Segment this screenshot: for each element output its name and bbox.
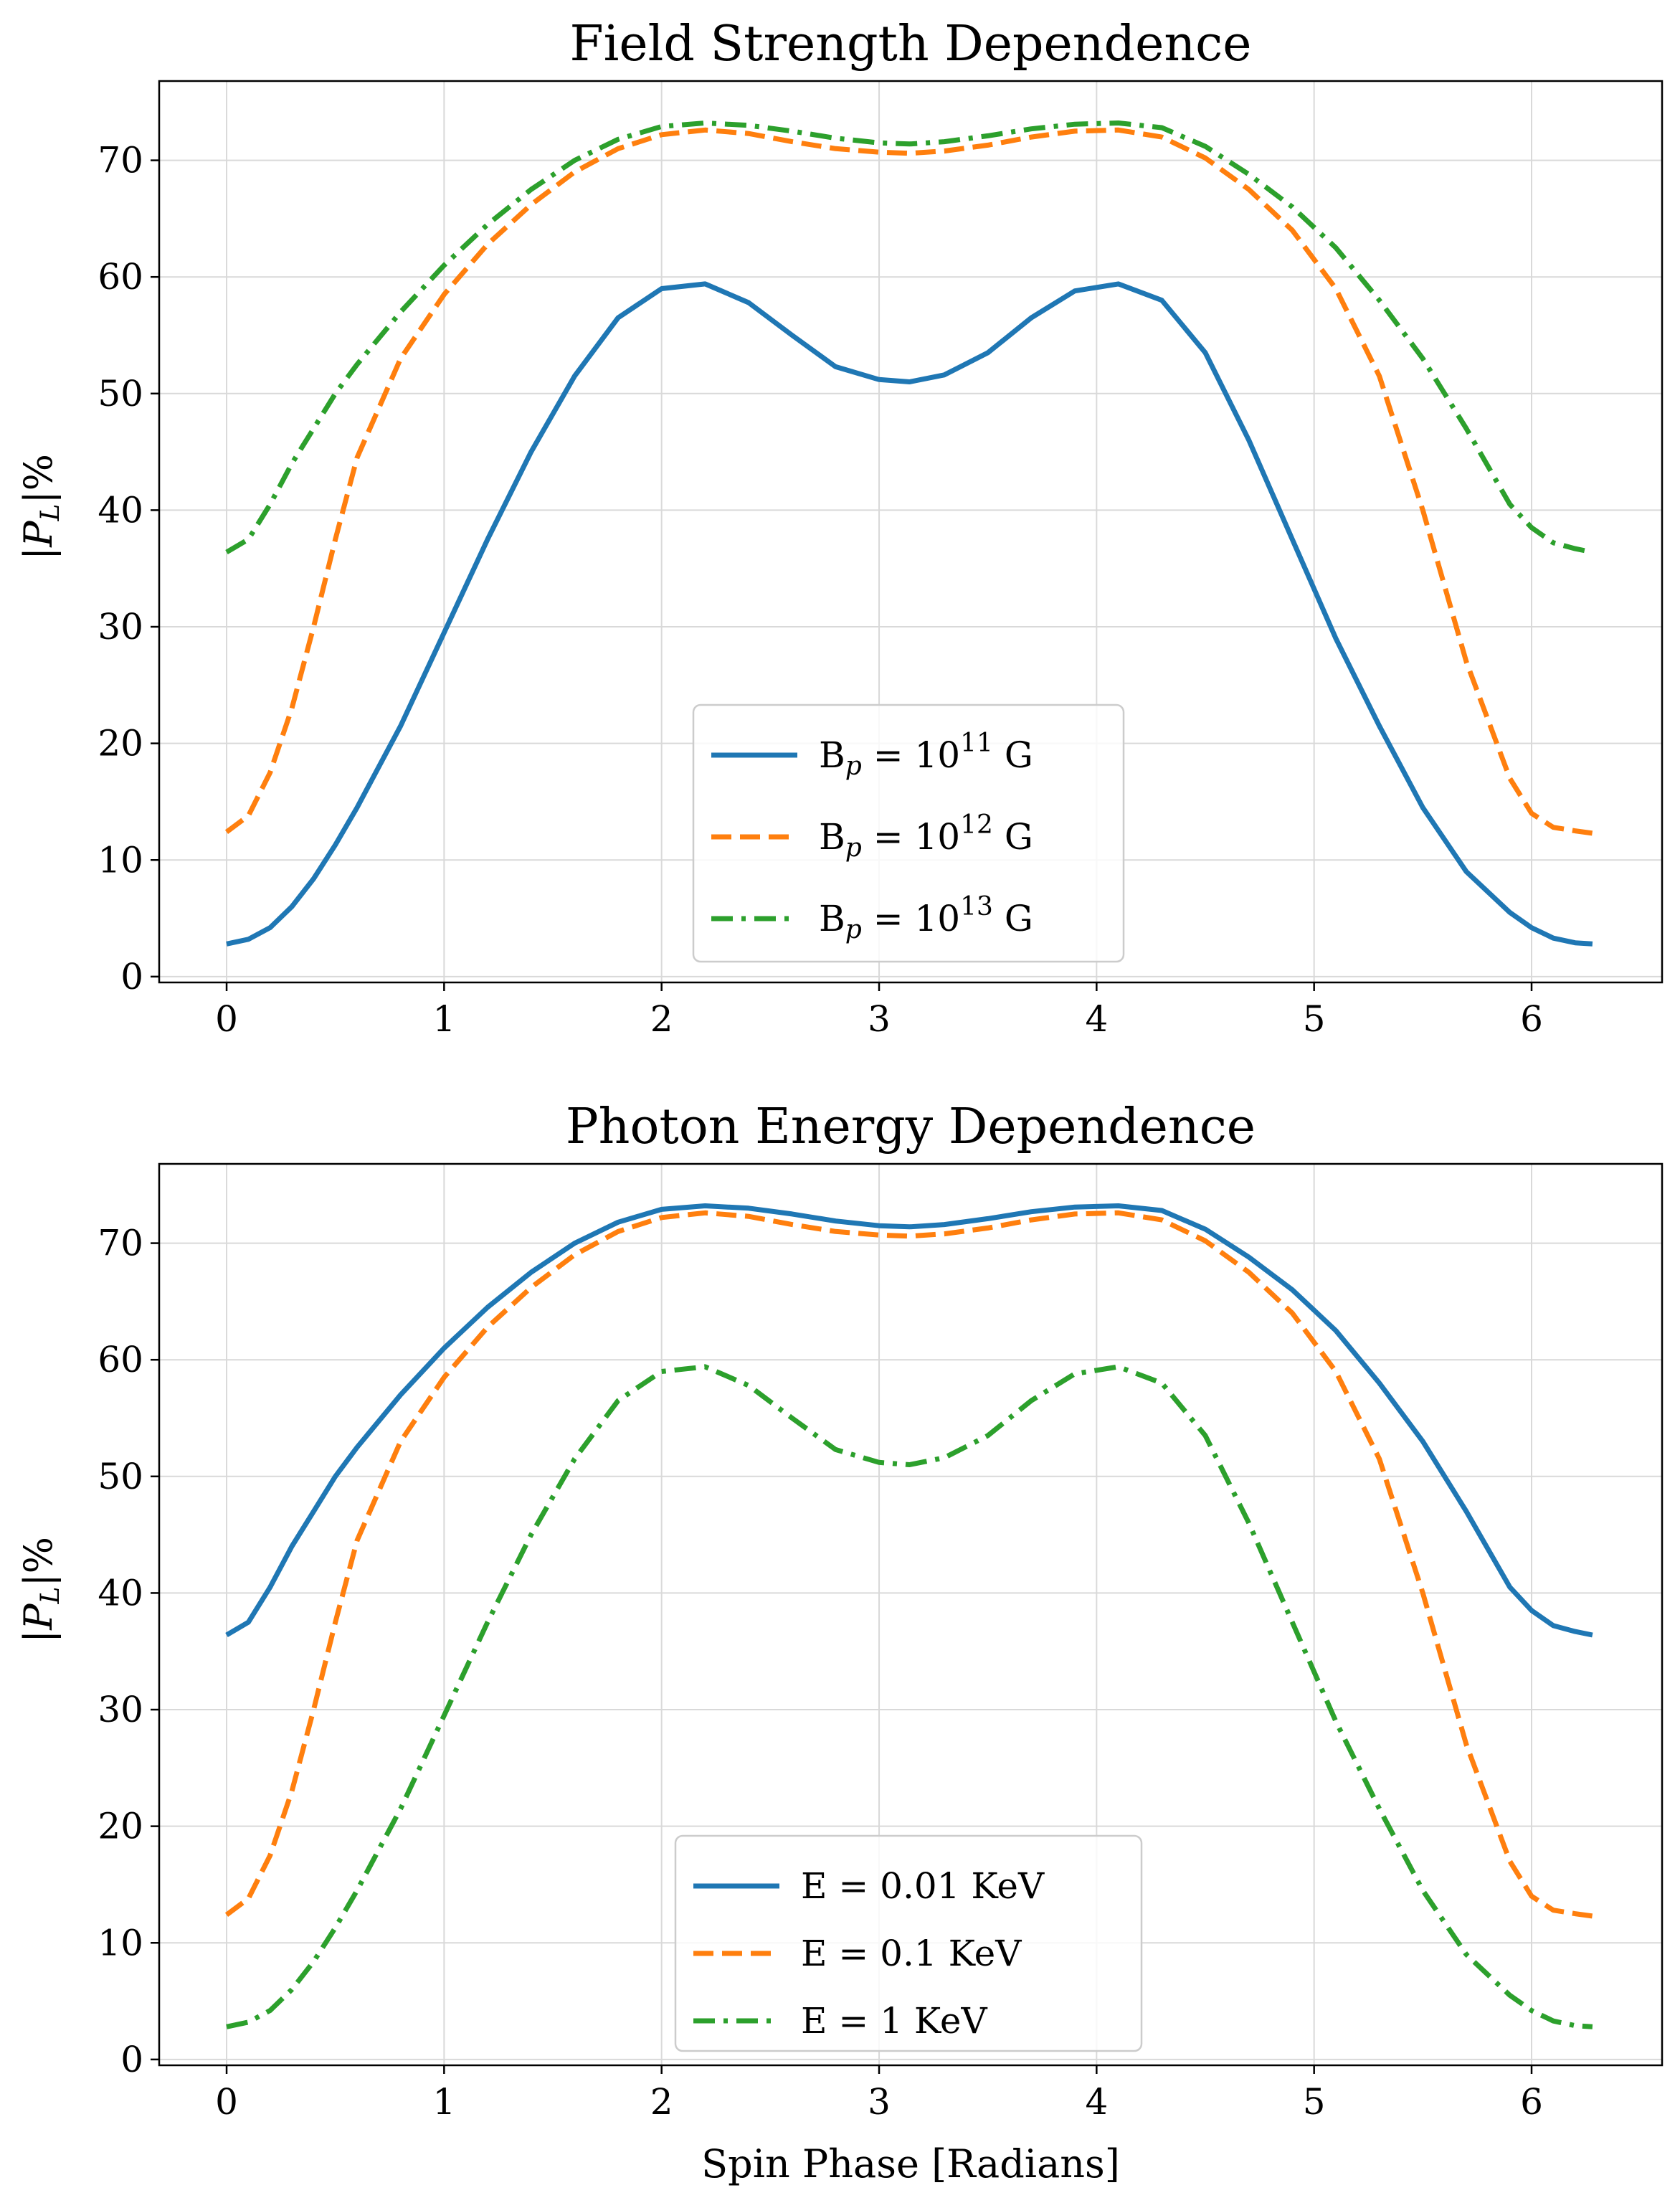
y-tick-label: 40 [98, 1572, 143, 1614]
y-axis-label: |PL|% [16, 1537, 65, 1643]
x-tick-label: 1 [432, 2081, 455, 2123]
x-tick-label: 4 [1085, 2081, 1108, 2123]
series-line [227, 123, 1593, 553]
legend-label-mid: = 10 [862, 816, 960, 858]
x-tick-label: 3 [868, 2081, 891, 2123]
legend-label-base: B [819, 734, 845, 776]
x-tick-label: 5 [1303, 998, 1326, 1040]
y-tick-label: 50 [98, 373, 143, 414]
series-line [227, 1213, 1593, 1916]
legend-label-superscript: 13 [960, 892, 993, 921]
y-tick-label: 60 [98, 256, 143, 298]
y-tick-label: 50 [98, 1456, 143, 1497]
legend-label-base: B [819, 898, 845, 939]
legend-label-superscript: 12 [960, 810, 993, 840]
legend-label-end: G [993, 734, 1033, 776]
x-tick-label: 2 [650, 2081, 673, 2123]
legend: E = 0.01 KeV E = 0.1 KeV E = 1 KeV [675, 1836, 1142, 2051]
x-tick-label: 3 [868, 998, 891, 1040]
legend-label: E = 1 KeV [801, 2000, 987, 2042]
y-tick-label: 70 [98, 140, 143, 181]
legend-label-subscript: p [845, 752, 862, 781]
legend-label-base: B [819, 816, 845, 858]
legend-label-mid: = 10 [862, 898, 960, 939]
x-tick-label: 5 [1303, 2081, 1326, 2123]
y-tick-label: 40 [98, 489, 143, 531]
x-tick-label: 4 [1085, 998, 1108, 1040]
legend: Bp = 1011 GBp = 1012 GBp = 1013 G [693, 705, 1124, 962]
y-axis-label: |PL|% [16, 454, 65, 560]
legend-label-subscript: p [845, 915, 862, 944]
x-axis-label: Spin Phase [Radians] [701, 2141, 1120, 2186]
legend-label-superscript: 11 [960, 729, 993, 758]
legend-label: E = 0.01 KeV [801, 1865, 1045, 1907]
y-tick-label: 10 [98, 1922, 143, 1963]
legend-label-end: G [993, 898, 1033, 939]
legend-label-end: G [993, 816, 1033, 858]
y-tick-label: 30 [98, 606, 143, 648]
y-tick-label: 0 [120, 2039, 143, 2080]
legend-label: E = 0.1 KeV [801, 1933, 1022, 1974]
x-tick-label: 2 [650, 998, 673, 1040]
y-tick-label: 20 [98, 723, 143, 764]
x-tick-label: 0 [215, 2081, 238, 2123]
chart-title: Photon Energy Dependence [566, 1099, 1256, 1155]
chart-title: Field Strength Dependence [569, 16, 1251, 72]
y-tick-label: 10 [98, 839, 143, 881]
legend-label-subscript: p [845, 833, 862, 863]
series-line [227, 1206, 1593, 1636]
x-tick-label: 6 [1520, 998, 1543, 1040]
legend-label-mid: = 10 [862, 734, 960, 776]
panel-field-strength: Field Strength Dependence 0 1 2 3 4 5 60102030… [16, 16, 1662, 1040]
x-tick-label: 0 [215, 998, 238, 1040]
y-tick-label: 70 [98, 1223, 143, 1264]
x-tick-label: 1 [432, 998, 455, 1040]
y-tick-label: 0 [120, 956, 143, 998]
y-tick-label: 30 [98, 1689, 143, 1730]
x-tick-label: 6 [1520, 2081, 1543, 2123]
y-tick-label: 20 [98, 1806, 143, 1847]
panel-photon-energy: Photon Energy Dependence 0 1 2 3 4 5 601020304… [16, 1099, 1662, 2186]
y-tick-label: 60 [98, 1339, 143, 1380]
